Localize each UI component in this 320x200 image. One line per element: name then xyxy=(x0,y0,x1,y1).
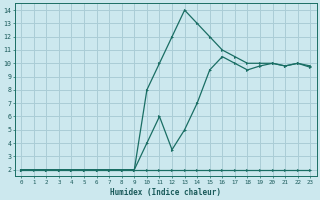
X-axis label: Humidex (Indice chaleur): Humidex (Indice chaleur) xyxy=(110,188,221,197)
